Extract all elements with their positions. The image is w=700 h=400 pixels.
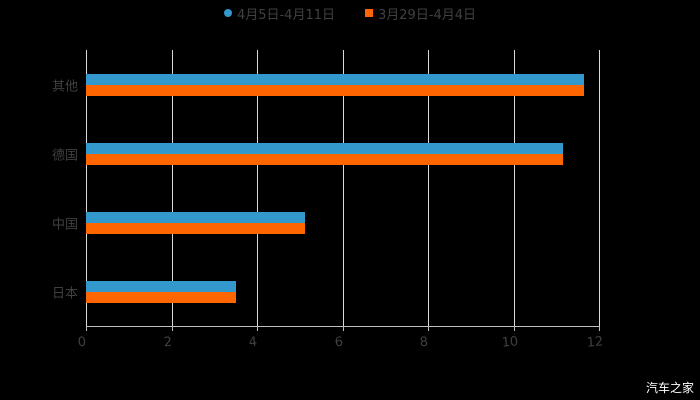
- gridline: [599, 50, 600, 326]
- x-tick-label: 12: [586, 334, 604, 351]
- watermark: 汽车之家: [645, 381, 694, 395]
- x-axis-line: [86, 326, 599, 327]
- gridline: [257, 50, 258, 326]
- bar[interactable]: [86, 291, 236, 303]
- bar[interactable]: [86, 153, 563, 165]
- x-tick-label: 4: [248, 334, 258, 351]
- y-category-label: 德国: [51, 148, 78, 163]
- x-tick-label: 8: [419, 334, 429, 351]
- y-category-label: 其他: [51, 79, 78, 94]
- bar[interactable]: [86, 222, 305, 234]
- x-tick-label: 2: [163, 334, 173, 351]
- plot-area: [86, 50, 600, 331]
- bar[interactable]: [86, 211, 305, 223]
- x-tick-label: 6: [334, 334, 344, 351]
- gridline: [428, 50, 429, 326]
- x-tick-label: 0: [77, 334, 87, 351]
- legend-marker-icon: [223, 9, 232, 17]
- gridline: [343, 50, 344, 326]
- gridline: [172, 50, 173, 326]
- bar[interactable]: [86, 142, 563, 154]
- x-tick: [257, 326, 258, 331]
- chart-legend: 4月5日-4月11日 3月29日-4月4日: [0, 4, 700, 23]
- legend-marker-icon: [365, 9, 373, 17]
- x-tick: [599, 326, 600, 331]
- y-category-label: 日本: [51, 286, 78, 301]
- x-tick-label: 10: [501, 334, 519, 351]
- x-tick: [172, 326, 173, 331]
- bar[interactable]: [86, 84, 584, 96]
- bar[interactable]: [86, 73, 584, 85]
- legend-label: 3月29日-4月4日: [378, 7, 477, 23]
- legend-item-series-2[interactable]: 3月29日-4月4日: [365, 4, 477, 23]
- legend-label: 4月5日-4月11日: [236, 7, 335, 23]
- y-category-label: 中国: [51, 217, 78, 232]
- y-axis-line: [86, 50, 87, 326]
- x-tick: [86, 326, 87, 331]
- legend-item-series-1[interactable]: 4月5日-4月11日: [223, 4, 335, 23]
- x-tick: [343, 326, 344, 331]
- x-tick: [514, 326, 515, 331]
- bar[interactable]: [86, 280, 236, 292]
- x-tick: [428, 326, 429, 331]
- gridline: [514, 50, 515, 326]
